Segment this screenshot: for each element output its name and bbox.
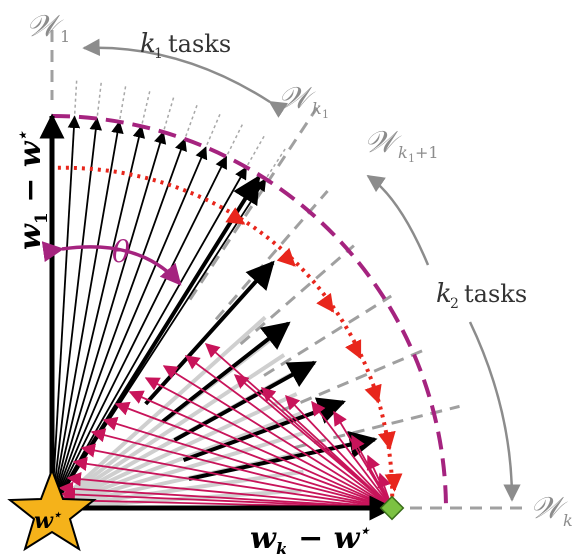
dashed-ray: [239, 244, 355, 346]
black-arrow: [51, 146, 208, 509]
wk-label-sub: k: [563, 511, 573, 530]
black-arrow: [51, 130, 167, 509]
crimson-arrow: [285, 394, 393, 509]
light-ray: [51, 469, 304, 510]
crimson-arrow: [58, 481, 393, 509]
crimson-arrow: [260, 387, 393, 509]
dotted-tick: [226, 122, 244, 155]
crimson-arrow: [162, 365, 393, 509]
wk1p1-label-sub: k: [398, 143, 408, 162]
crimson-arrow: [114, 401, 393, 509]
dashed-ray: [188, 106, 319, 301]
dashed-ray: [263, 294, 393, 377]
light-ray: [50, 315, 267, 510]
dashed-ray: [281, 346, 430, 412]
y-axis-label: w1 − w⋆: [13, 130, 52, 250]
dotted-tick: [185, 103, 199, 137]
k1-tasks-k: k: [140, 29, 156, 59]
crimson-arrow: [80, 443, 393, 509]
crimson-arrow: [184, 355, 393, 509]
red-dotted-path: [57, 165, 395, 503]
star-icon: [7, 467, 97, 552]
w1-label-sub: 1: [60, 27, 70, 46]
wk1-label: 𝒲: [278, 81, 316, 116]
x-axis-label: wk − w⋆: [250, 521, 370, 554]
dotted-tick: [206, 112, 222, 145]
black-arrow: [51, 137, 187, 509]
thick-black-arrow: [173, 360, 317, 442]
crimson-arrow: [144, 377, 393, 509]
dotted-tick: [266, 146, 287, 178]
dotted-tick: [247, 134, 266, 166]
dotted-tick: [119, 84, 127, 120]
red-arc-arrow: [225, 207, 246, 225]
black-arrow: [51, 120, 124, 509]
dashed-ray: [214, 190, 329, 321]
red-arc-arrow: [345, 339, 362, 360]
k2-tasks-k: k: [436, 279, 452, 309]
k2-tasks-sub: 2: [450, 296, 459, 312]
k2-tasks-arrow-upper: [366, 174, 430, 266]
crimson-arrow: [66, 472, 393, 509]
w1-label: 𝒲: [26, 9, 64, 44]
wk1p1-label: 𝒲: [364, 125, 402, 160]
k2-tasks-word: tasks: [464, 280, 527, 308]
red-arc-arrow: [364, 383, 382, 404]
k1-tasks-word: tasks: [168, 30, 231, 58]
light-ray: [51, 392, 298, 510]
black-arrow: [51, 117, 103, 509]
red-arc-arrow: [377, 430, 396, 451]
crimson-arrow: [102, 416, 393, 509]
dotted-tick: [141, 89, 151, 124]
k1-tasks-arrow: [82, 38, 288, 118]
dotted-tick: [163, 95, 175, 130]
crimson-arrow: [72, 456, 393, 509]
diamond-icon: [379, 495, 405, 521]
wk1-label-sub: k: [312, 99, 322, 118]
thick-black-arrow: [161, 321, 291, 424]
crimson-arrow: [128, 390, 393, 509]
magenta-dashed-arc: [51, 114, 448, 509]
dashed-boundary-rays: [50, 30, 530, 510]
thick-black-arrow: [144, 260, 275, 406]
crimson-arrows: [56, 343, 393, 509]
dotted-tick: [96, 80, 103, 116]
wk1p1-label-subsub: 1: [408, 152, 415, 165]
wk1p1-label-plus: +1: [415, 143, 439, 162]
origin-label: w⋆: [34, 508, 62, 534]
red-arc-arrow: [316, 292, 335, 313]
light-ray: [51, 411, 302, 510]
crimson-arrow: [311, 400, 393, 509]
dotted-tick: [73, 78, 78, 114]
k2-tasks-arrow-lower: [468, 321, 521, 502]
black-arrow: [51, 115, 81, 509]
red-arc-arrow: [276, 247, 296, 267]
crimson-arrow: [90, 428, 393, 509]
svg-text:w1 − w⋆: w1 − w⋆: [13, 130, 52, 250]
theta-label: θ: [112, 235, 130, 270]
wk1-label-subsub: 1: [322, 108, 329, 121]
red-dotted-arc: [57, 165, 403, 503]
k1-tasks-sub: 1: [154, 46, 163, 62]
black-arrow: [51, 125, 146, 509]
theta-arc: [41, 241, 182, 286]
